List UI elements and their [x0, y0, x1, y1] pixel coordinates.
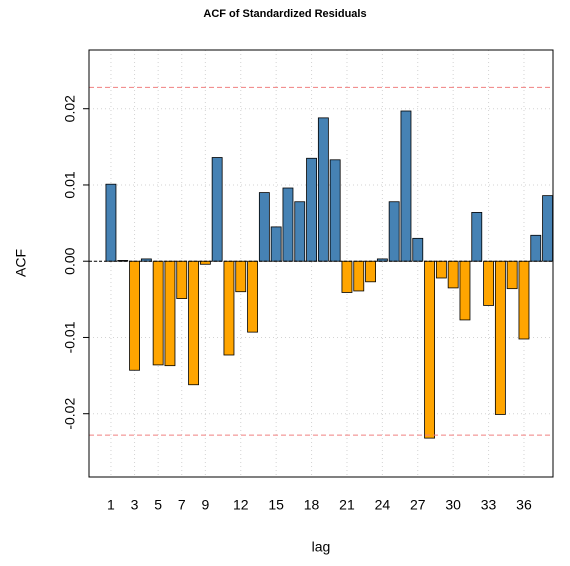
bar	[341, 260, 353, 293]
bar	[105, 183, 117, 262]
x-tick-label: 9	[201, 497, 209, 513]
bar	[424, 260, 435, 439]
bar	[211, 157, 223, 262]
y-axis-label: ACF	[13, 249, 29, 277]
bar	[542, 195, 553, 262]
x-tick-label: 30	[445, 497, 461, 513]
chart-title: ACF of Standardized Residuals	[203, 8, 366, 20]
bar	[483, 260, 494, 306]
bar	[447, 260, 459, 289]
bar	[459, 260, 471, 321]
bar	[530, 234, 542, 262]
y-tick-label: 0.00	[62, 247, 78, 274]
bar	[164, 260, 176, 367]
x-tick-label: 18	[304, 497, 320, 513]
y-tick-label: 0.02	[62, 95, 78, 122]
x-tick-label: 21	[339, 497, 355, 513]
plot-frame	[88, 49, 554, 478]
x-tick-label: 27	[410, 497, 426, 513]
y-tick-label: -0.02	[62, 398, 78, 430]
y-tick-label: 0.01	[62, 171, 78, 198]
x-tick-label: 12	[233, 497, 249, 513]
bar	[294, 201, 306, 262]
x-tick-label: 33	[481, 497, 497, 513]
x-tick-label: 36	[516, 497, 532, 513]
bar	[176, 260, 188, 299]
bar	[223, 260, 235, 356]
bar	[388, 201, 400, 262]
bar	[400, 110, 412, 262]
bar	[282, 187, 294, 262]
bar	[353, 260, 365, 292]
bar	[494, 260, 506, 415]
bar	[306, 157, 317, 262]
bar	[152, 260, 164, 366]
bar	[376, 258, 388, 262]
bar	[270, 226, 282, 262]
x-tick-label: 3	[131, 497, 139, 513]
bar	[365, 260, 376, 283]
x-axis-label: lag	[312, 539, 331, 555]
x-tick-label: 1	[107, 497, 115, 513]
bar	[518, 260, 530, 340]
y-tick-label: -0.01	[62, 321, 78, 353]
bar	[317, 117, 329, 262]
bar	[129, 260, 140, 371]
bar	[412, 237, 424, 262]
bar	[258, 192, 270, 262]
bar	[235, 260, 247, 293]
x-tick-label: 24	[375, 497, 391, 513]
bar	[247, 260, 258, 333]
bar	[188, 260, 199, 386]
bar	[117, 260, 129, 262]
x-tick-label: 7	[178, 497, 186, 513]
bar	[435, 260, 447, 279]
x-tick-label: 5	[154, 497, 162, 513]
x-tick-label: 15	[268, 497, 284, 513]
bar	[506, 260, 518, 290]
bar	[329, 159, 341, 262]
bar	[471, 212, 483, 262]
